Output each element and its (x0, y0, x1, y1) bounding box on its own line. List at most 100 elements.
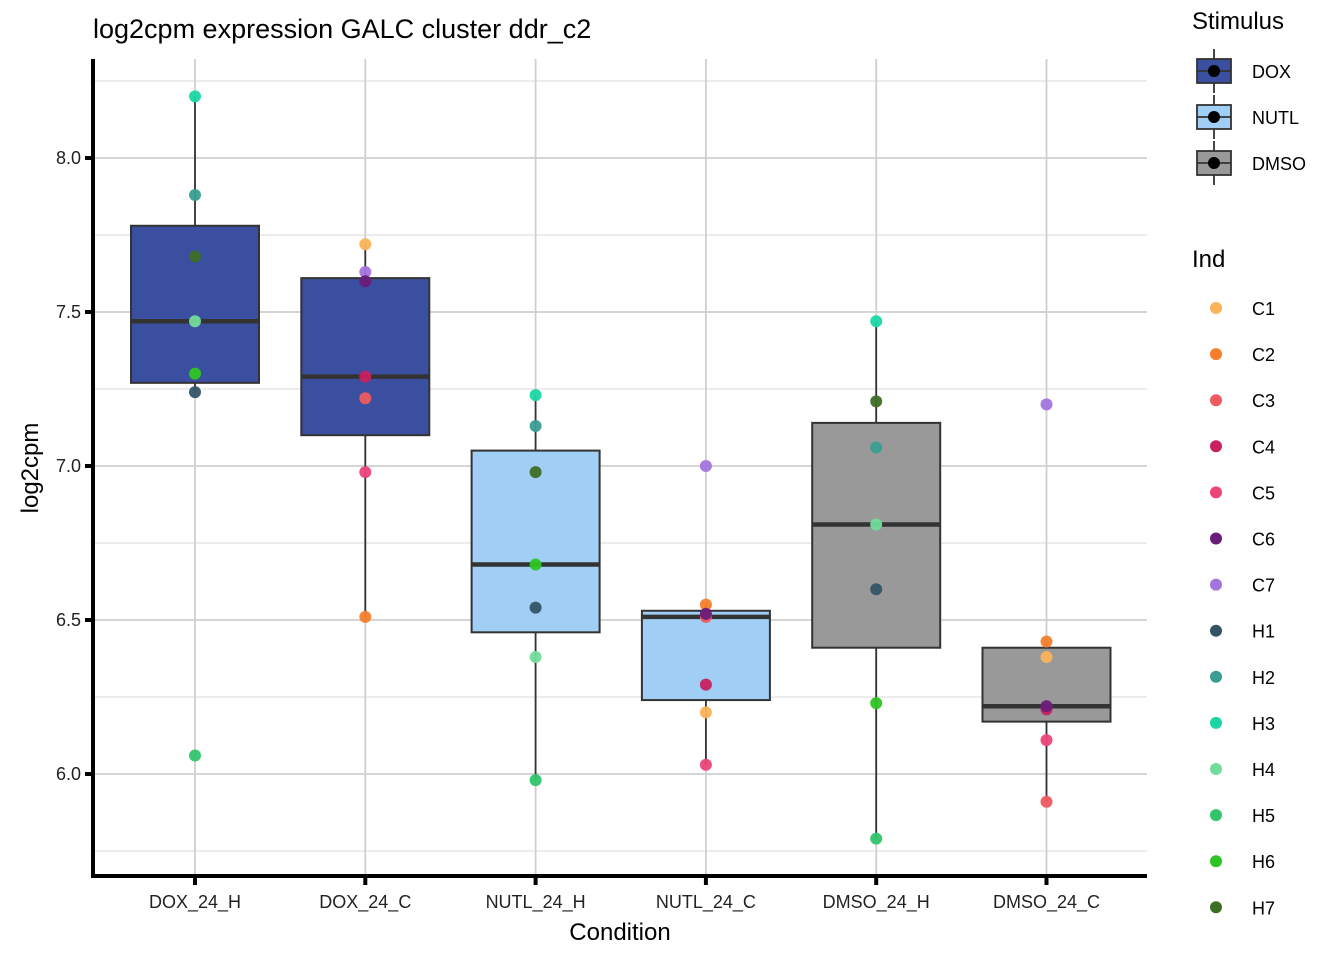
point-H5 (189, 749, 201, 762)
legend-ind-item: C3 (1210, 391, 1275, 411)
point-C3 (1040, 795, 1053, 808)
legend-ind-label: C1 (1252, 299, 1275, 319)
point-C1 (1040, 650, 1053, 663)
point-C5 (699, 758, 712, 771)
legend-ind-swatch (1210, 532, 1222, 545)
point-C2 (699, 598, 712, 611)
x-tick-label: DMSO_24_C (993, 892, 1100, 913)
box-body (640, 609, 771, 702)
legend-ind-swatch (1210, 670, 1222, 683)
x-tick-label: NUTL_24_C (656, 892, 756, 913)
point-H5 (870, 832, 883, 845)
point-C1 (699, 706, 712, 719)
legend-ind-item: C7 (1210, 576, 1275, 596)
legend-ind-swatch (1210, 394, 1222, 407)
boxes (130, 96, 1112, 839)
point-H1 (870, 583, 883, 596)
point-H3 (529, 389, 542, 402)
point-H6 (189, 367, 201, 380)
point-C6 (699, 607, 712, 620)
box-body (300, 277, 431, 437)
legend-stimulus-title: Stimulus (1192, 8, 1284, 35)
point-H1 (189, 386, 201, 399)
box-DOX_24_C (300, 244, 431, 617)
x-tick-label: DMSO_24_H (823, 892, 930, 913)
legend-ind-label: H6 (1252, 852, 1275, 872)
point-C4 (359, 370, 372, 383)
legend-ind-swatch (1210, 578, 1222, 591)
legend-ind-item: C2 (1210, 345, 1275, 365)
legend-ind-label: H2 (1252, 668, 1275, 688)
legend-ind-title: Ind (1192, 246, 1225, 273)
point-H2 (870, 441, 883, 454)
point-C7 (1040, 398, 1053, 411)
legend-ind-item: H5 (1210, 806, 1275, 826)
point-H6 (870, 697, 883, 710)
legend-ind-swatch (1210, 901, 1222, 914)
legend-ind-swatch (1210, 716, 1222, 729)
legend-stimulus-item: DOX (1196, 49, 1291, 93)
x-tick-label: NUTL_24_H (486, 892, 586, 913)
legend-ind: Ind C1 C2 C3 C4 C5 C6 C7 H1 H2 H3 H4 H5 H6 H7 (1192, 246, 1275, 918)
legend-stimulus-label: DMSO (1252, 154, 1306, 174)
x-tick-label: DOX_24_H (149, 892, 241, 913)
point-C2 (1040, 635, 1053, 648)
box-NUTL_24_C (640, 604, 771, 765)
point-C2 (359, 610, 372, 623)
point-H2 (529, 419, 542, 432)
legend-ind-label: C5 (1252, 483, 1275, 503)
data-points (189, 90, 1053, 845)
legend-point (1208, 111, 1220, 123)
y-tick-label: 7.0 (56, 456, 81, 476)
chart-title: log2cpm expression GALC cluster ddr_c2 (93, 14, 591, 44)
legend-ind-label: C3 (1252, 391, 1275, 411)
legend-ind-swatch (1210, 763, 1222, 775)
legend-ind-swatch (1210, 624, 1222, 637)
box-body (130, 224, 260, 384)
legend-ind-label: C4 (1252, 437, 1275, 457)
legend-stimulus-item: DMSO (1196, 141, 1306, 185)
legend-stimulus: Stimulus DOX NUTL DMSO (1192, 8, 1306, 185)
point-H7 (870, 395, 883, 408)
legend-ind-label: C7 (1252, 576, 1275, 596)
legend-stimulus-label: DOX (1252, 62, 1291, 82)
point-C1 (359, 238, 372, 251)
grid-lines (93, 59, 1147, 876)
legend-stimulus-label: NUTL (1252, 108, 1299, 128)
box-DOX_24_H (130, 96, 260, 393)
legend-ind-item: H4 (1210, 760, 1275, 780)
legend-ind-swatch (1210, 855, 1222, 868)
point-H4 (529, 650, 542, 663)
point-H4 (189, 315, 201, 328)
box-DMSO_24_C (981, 641, 1112, 802)
point-H2 (189, 188, 201, 201)
y-tick-label: 7.5 (56, 302, 81, 322)
legend-ind-label: H1 (1252, 622, 1275, 642)
legend-ind-label: H7 (1252, 898, 1275, 918)
legend-ind-label: C6 (1252, 530, 1275, 550)
legend-ind-swatch (1210, 440, 1222, 453)
legend-ind-item: H2 (1210, 668, 1275, 688)
point-H6 (529, 558, 542, 571)
point-H1 (529, 601, 542, 614)
point-H7 (529, 466, 542, 479)
x-tick-label: DOX_24_C (319, 892, 411, 913)
legend-ind-label: H4 (1252, 760, 1275, 780)
axes: 6.0 6.5 7.0 7.5 8.0 DOX_24_H DOX_24_C NUTL_24_H… (56, 59, 1147, 913)
legend-ind-item: C5 (1210, 483, 1275, 503)
legend-point (1208, 65, 1220, 77)
legend-ind-item: C1 (1210, 299, 1275, 319)
box-DMSO_24_H (811, 321, 942, 839)
legend-ind-item: C6 (1210, 530, 1275, 550)
point-C5 (359, 466, 372, 479)
box-body (811, 421, 942, 649)
legend-ind-item: C4 (1210, 437, 1275, 457)
legend-stimulus-item: NUTL (1196, 95, 1299, 139)
point-H3 (189, 90, 201, 103)
legend-ind-item: H1 (1210, 622, 1275, 642)
legend-ind-item: H3 (1210, 714, 1275, 734)
point-H7 (189, 250, 201, 263)
y-tick-label: 6.5 (56, 610, 81, 630)
legend-ind-label: C2 (1252, 345, 1275, 365)
